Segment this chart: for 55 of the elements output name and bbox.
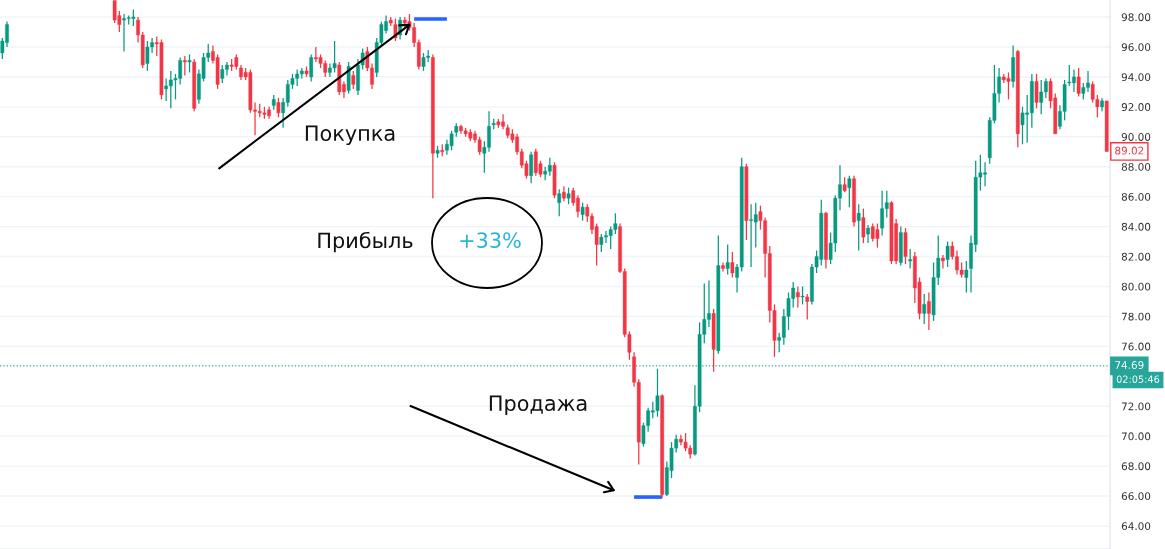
annotation: Покупка (305, 125, 395, 146)
candlestick (941, 254, 945, 270)
candlestick (1067, 64, 1072, 87)
candlestick (908, 248, 913, 270)
candlestick (866, 224, 870, 244)
candlestick (557, 188, 562, 217)
y-tick-label: 64.00 (1121, 522, 1151, 531)
candlestick (721, 261, 725, 273)
y-tick-label: 90.00 (1121, 133, 1151, 141)
annotation: 89.02 (1115, 146, 1144, 155)
y-tick-label: 98.00 (1121, 13, 1151, 22)
candlestick (655, 368, 660, 418)
y-tick-label: 84.00 (1121, 222, 1151, 231)
candlestick (861, 208, 866, 244)
y-tick-label: 86.00 (1121, 192, 1151, 201)
y-tick-label: 68.00 (1121, 462, 1151, 471)
candlestick (847, 175, 852, 208)
candlestick (332, 40, 337, 74)
y-tick-label: 88.00 (1121, 162, 1151, 171)
text: 02:05:46 (1116, 375, 1160, 383)
candlestick (922, 293, 927, 325)
candlestick (796, 285, 800, 309)
y-tick-label: 80.00 (1121, 282, 1151, 291)
candlestick (145, 40, 150, 72)
y-tick-label: 92.00 (1121, 103, 1151, 111)
candlestick (1020, 106, 1025, 145)
candlestick (183, 55, 187, 77)
y-tick-label: 72.00 (1121, 402, 1151, 411)
y-tick-label: 94.00 (1121, 73, 1151, 82)
y-tick-label: 96.00 (1121, 43, 1151, 52)
candlestick (927, 291, 931, 331)
annotation: +33% (460, 232, 521, 249)
candlestick (529, 151, 533, 184)
candlestick (449, 130, 454, 151)
candlestick (730, 251, 735, 279)
candlestick (856, 203, 861, 252)
y-tick-label: 66.00 (1121, 492, 1151, 501)
candlestick (1011, 44, 1015, 89)
candlestick (805, 293, 810, 321)
y-tick-label: 76.00 (1121, 342, 1151, 351)
annotation: Продажа (489, 395, 587, 416)
candlestick (903, 227, 908, 265)
y-tick-label: 70.00 (1121, 432, 1151, 441)
ref-line-label: 74.69 (1115, 361, 1144, 369)
candlestick (346, 61, 351, 95)
y-tick-label: 78.00 (1121, 312, 1151, 321)
candlestick (1039, 79, 1044, 115)
candlestick (276, 97, 281, 118)
annotation: Прибыль (318, 231, 413, 253)
candlestick (945, 240, 950, 268)
candlestick (1076, 67, 1081, 98)
y-tick-label: 82.00 (1121, 252, 1151, 261)
candlestick (309, 53, 314, 83)
candlestick (1034, 73, 1039, 109)
candlestick (725, 243, 730, 276)
